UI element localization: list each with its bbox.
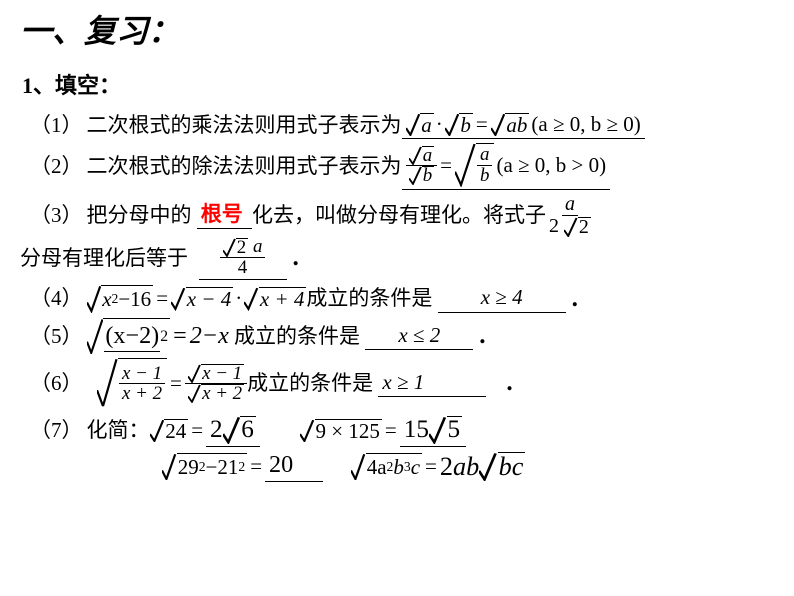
answer-blank: x ≤ 2 — [365, 323, 473, 350]
expression: 292 − 212 = — [162, 453, 265, 480]
answer-blank: a · b = ab (a ≥ 0, b ≥ 0) — [402, 112, 645, 139]
answer-blank: 20 — [265, 451, 323, 482]
expression: x2−16 = x − 4 · x + 4 — [87, 285, 307, 312]
question-5: （5） (x−2)2 =2−x 成立的条件是 x ≤ 2 . — [20, 318, 774, 354]
answer-blank: 根号 — [197, 202, 252, 229]
question-4: （4） x2−16 = x − 4 · x + 4 成立的条件是 x ≥ 4 . — [20, 284, 774, 314]
question-text: 二次根式的乘法法则用式子表示为 — [87, 113, 402, 138]
question-6: （6） x − 1x + 2 = x − 1 x + 2 成立的条件是 x ≥ … — [20, 358, 774, 408]
answer-blank: x ≥ 4 — [438, 285, 566, 312]
question-1: （1） 二次根式的乘法法则用式子表示为 a · b = ab (a ≥ 0, b… — [20, 112, 774, 139]
expression: (x−2)2 =2−x — [87, 318, 229, 354]
question-text: 化去，叫做分母有理化。将式子 — [252, 203, 546, 228]
question-group-title: 1、填空： — [20, 68, 774, 100]
question-text: 成立的条件是 — [234, 324, 360, 349]
item-number: （6） — [30, 371, 87, 396]
item-number: （4） — [30, 286, 87, 311]
question-text: 分母有理化后等于 — [20, 246, 188, 271]
expression: 9 × 125 = — [300, 418, 400, 443]
answer-blank: x ≥ 1 — [378, 370, 486, 397]
answer-blank: a b = ab (a ≥ 0, b > 0) — [402, 143, 611, 190]
question-7-line1: （7） 化简： 24 = 26 9 × 125 = 155 — [20, 415, 774, 447]
item-number: （5） — [30, 324, 87, 349]
question-text: 化简： — [87, 418, 150, 443]
question-7-line2: 292 − 212 = 20 4a2b3c = 2abbc — [20, 451, 774, 483]
expression: 4a2b3c = — [351, 453, 440, 480]
question-text: 成立的条件是 — [247, 371, 373, 396]
question-3-line2: 分母有理化后等于 2 a 4 . — [20, 237, 774, 280]
item-number: （7） — [30, 418, 87, 443]
section-title: 一、复习： — [20, 6, 774, 52]
expression: a 2 2 — [546, 194, 594, 237]
answer-blank: 155 — [400, 415, 466, 447]
item-number: （3） — [30, 203, 87, 228]
expression: x − 1x + 2 = x − 1 x + 2 — [97, 358, 247, 408]
expression: 24 = — [150, 418, 207, 443]
question-text: 成立的条件是 — [306, 286, 432, 311]
item-number: （2） — [30, 154, 87, 179]
question-text: 把分母中的 — [87, 203, 192, 228]
answer-blank: 2 a 4 — [199, 237, 287, 280]
item-number: （1） — [30, 113, 87, 138]
answer-blank: 26 — [206, 415, 260, 447]
question-2: （2） 二次根式的除法法则用式子表示为 a b = ab (a ≥ 0, b >… — [20, 143, 774, 190]
math-worksheet: 一、复习： 1、填空： （1） 二次根式的乘法法则用式子表示为 a · b = … — [0, 0, 794, 482]
question-3-line1: （3） 把分母中的 根号 化去，叫做分母有理化。将式子 a 2 2 — [20, 194, 774, 237]
answer-blank: 2abbc — [440, 451, 526, 483]
question-text: 二次根式的除法法则用式子表示为 — [87, 154, 402, 179]
